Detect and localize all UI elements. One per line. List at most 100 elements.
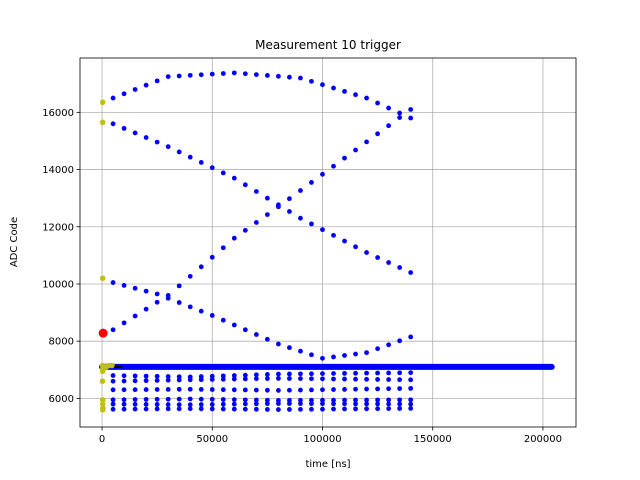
data-point [353,351,358,357]
data-point [132,397,138,402]
data-point [220,406,226,412]
data-point [342,406,347,412]
x-ticks: 0 50000 100000 150000 200000 [99,427,562,445]
data-point [220,170,226,176]
data-point [187,386,193,392]
data-point [320,82,325,88]
data-point [309,397,314,403]
data-point [242,406,248,412]
data-point [110,406,116,412]
data-point [231,401,237,407]
data-point [408,270,414,275]
data-point [342,238,347,244]
data-point [143,306,149,312]
data-point [132,285,138,291]
y-tick-label: 10000 [42,279,74,290]
data-point [276,73,281,79]
data-point [110,378,116,384]
data-point [342,353,347,358]
data-point [386,397,392,403]
data-point [121,401,127,407]
data-point [331,354,336,360]
data-point [187,154,193,160]
data-point [408,385,414,391]
data-point [176,149,182,155]
data-point [287,74,292,80]
data-point [353,370,358,376]
data-point [309,401,314,407]
data-point [154,78,160,84]
data-point [121,373,127,379]
data-point [209,165,215,171]
data-point [198,402,204,407]
data-point [165,144,171,150]
data-point [253,406,259,412]
data-point [165,387,171,392]
data-point [353,406,358,412]
data-point [154,402,160,407]
data-point [397,338,403,344]
data-point [320,227,325,233]
data-point [309,352,314,358]
data-point [220,397,226,402]
data-point [298,75,303,81]
data-point [143,378,149,384]
data-point [264,407,270,412]
data-point [331,376,336,382]
data-point [253,376,259,382]
y-tick-label: 14000 [42,165,74,176]
pre-trigger-point [99,401,106,407]
data-point [143,288,149,294]
data-point [187,377,193,383]
data-point [397,386,403,391]
data-point [176,283,182,289]
data-point [364,406,369,412]
data-point [110,397,116,403]
pre-trigger-point [99,397,106,403]
data-point [298,376,303,382]
data-point [309,376,314,382]
data-point [242,372,248,378]
data-point [408,397,414,403]
data-point [287,401,292,406]
data-point [386,342,392,348]
data-point [331,406,336,412]
data-point [364,401,369,407]
data-point [320,401,325,407]
data-point [364,350,369,356]
data-point [110,401,116,407]
data-point [342,376,347,382]
data-point [154,299,160,305]
data-point [154,291,160,297]
data-point [397,406,403,411]
data-point [386,370,392,376]
data-point [231,175,237,181]
data-point [287,345,292,351]
data-point [176,386,182,392]
data-point [320,371,325,377]
data-point [364,397,369,403]
data-point [287,209,292,214]
data-point [187,396,193,402]
data-point [242,401,248,407]
data-point [253,387,259,393]
data-point [121,91,127,97]
data-point [375,346,380,352]
data-point [342,88,347,94]
data-point [320,387,325,393]
data-point [132,87,138,92]
data-point [231,235,237,241]
data-point [187,304,193,310]
x-tick-label: 100000 [303,434,341,445]
data-point [220,317,226,323]
data-point [209,254,215,260]
data-point [198,72,204,78]
data-point [132,401,138,407]
data-point [143,406,149,412]
data-point [209,396,215,402]
data-point [375,401,380,407]
data-point [143,401,149,407]
data-point [242,327,248,333]
data-point [121,397,127,403]
x-axis-label: time [ns] [305,459,350,470]
